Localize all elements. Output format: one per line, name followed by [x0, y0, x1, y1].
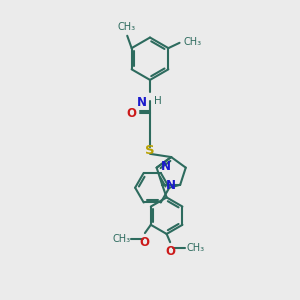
Text: O: O: [139, 236, 149, 249]
Text: H: H: [154, 96, 161, 106]
Text: O: O: [166, 245, 176, 258]
Text: N: N: [167, 179, 176, 192]
Text: S: S: [145, 144, 155, 157]
Text: CH₃: CH₃: [112, 234, 130, 244]
Text: CH₃: CH₃: [117, 22, 135, 32]
Text: N: N: [160, 160, 170, 173]
Text: CH₃: CH₃: [184, 37, 202, 46]
Text: CH₃: CH₃: [187, 243, 205, 253]
Text: N: N: [136, 96, 146, 110]
Text: O: O: [127, 107, 137, 120]
